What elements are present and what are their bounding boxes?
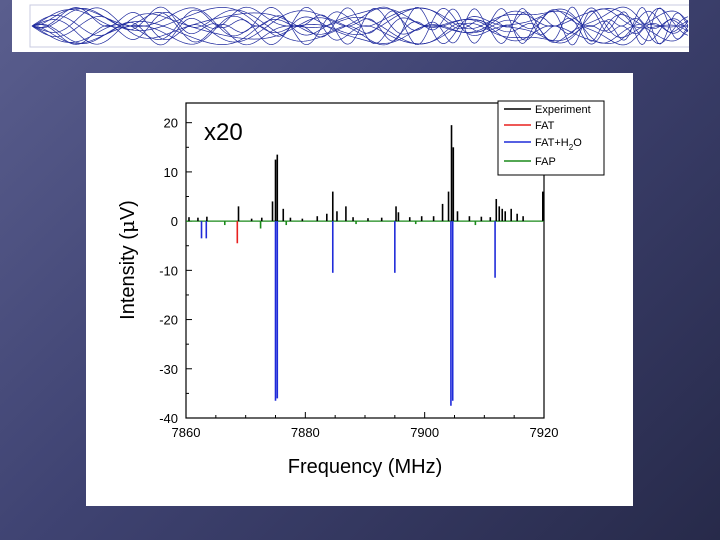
y-tick-label: -30 xyxy=(159,362,178,377)
spectrum-chart: 7860 7880 7900 7920 20 10 0 -10 -20 -30 -40 x20 Fr… xyxy=(115,100,605,478)
x-tick-label: 7860 xyxy=(172,425,201,440)
wave-line xyxy=(31,7,689,46)
legend: Experiment FAT FAT+H2O FAP xyxy=(497,100,605,176)
y-tick-label: 10 xyxy=(164,165,178,180)
wave-line xyxy=(31,6,689,45)
wave-pattern-frame xyxy=(29,4,691,48)
legend-box xyxy=(497,100,605,176)
y-tick-label: 0 xyxy=(171,214,178,229)
x-tick-label: 7920 xyxy=(530,425,559,440)
y-tick-label: -10 xyxy=(159,263,178,278)
series-fat-h2o xyxy=(200,221,496,406)
legend-label-fap: FAP xyxy=(535,156,556,168)
legend-label-fat-h2o: FAT+H2O xyxy=(535,137,582,152)
x-axis-label: Frequency (MHz) xyxy=(288,456,442,478)
header-banner xyxy=(12,0,691,52)
scale-annotation: x20 xyxy=(204,119,243,146)
plot-frame xyxy=(185,102,545,419)
legend-label-fat: FAT xyxy=(535,120,555,132)
x-tick-label: 7900 xyxy=(410,425,439,440)
wave-line xyxy=(31,6,689,44)
legend-label-experiment: Experiment xyxy=(535,104,591,116)
series-fap xyxy=(223,221,477,229)
wave-line xyxy=(32,6,689,45)
wave-pattern xyxy=(29,4,691,48)
y-tick-label: -40 xyxy=(159,411,178,426)
x-tick-label: 7880 xyxy=(291,425,320,440)
y-tick-label: 20 xyxy=(164,116,178,131)
wave-line xyxy=(31,7,689,46)
wave-line xyxy=(31,8,689,46)
wave-line xyxy=(31,6,689,45)
series-experiment xyxy=(188,125,544,222)
wave-line xyxy=(32,7,689,46)
y-tick-label: -20 xyxy=(159,313,178,328)
chart-panel: 7860 7880 7900 7920 20 10 0 -10 -20 -30 -40 x20 Fr… xyxy=(86,73,633,506)
y-axis-label: Intensity (μV) xyxy=(115,200,139,320)
